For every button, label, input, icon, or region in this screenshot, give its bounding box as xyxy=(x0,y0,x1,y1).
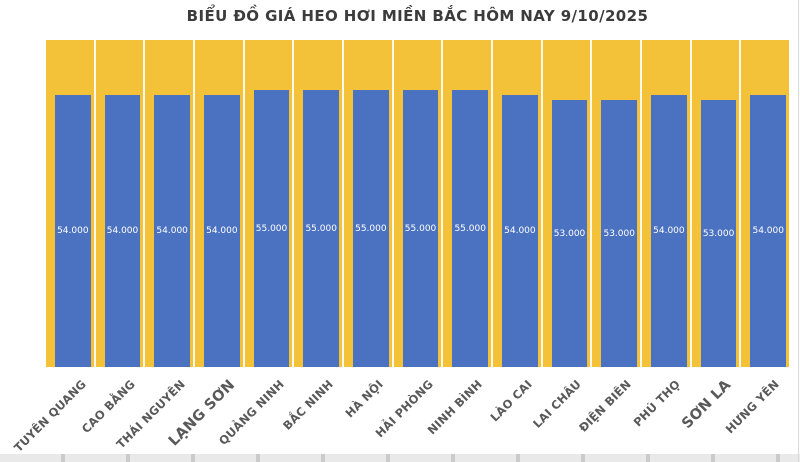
x-axis-label: PHÚ THỌ xyxy=(630,377,684,430)
category-column: 55.000 xyxy=(245,40,295,367)
chart-bar[interactable]: 55.000 xyxy=(353,90,389,367)
x-axis-label: SƠN LA xyxy=(678,377,735,433)
bar-value-label: 54.000 xyxy=(156,226,188,237)
plot-area[interactable]: 54.000 54.000 54.000 54.000 55.000 55.000 55.0… xyxy=(46,40,789,367)
chart-bar[interactable]: 54.000 xyxy=(154,95,191,367)
x-axis-label: NINH BÌNH xyxy=(424,377,485,438)
bar-value-label: 54.000 xyxy=(653,226,685,237)
bar-value-label: 55.000 xyxy=(355,223,387,234)
x-axis-label: BẮC NINH xyxy=(280,377,337,433)
category-column: 54.000 xyxy=(741,40,789,367)
x-axis-label: TUYÊN QUANG xyxy=(10,377,89,455)
x-axis-label: LAI CHÂU xyxy=(530,377,584,431)
category-column: 54.000 xyxy=(46,40,96,367)
chart-bar[interactable]: 55.000 xyxy=(253,90,290,367)
x-axis-label: ĐIỆN BIÊN xyxy=(575,377,634,435)
chart-bar[interactable]: 54.000 xyxy=(750,95,787,367)
chart-bar[interactable]: 55.000 xyxy=(452,90,489,367)
category-column: 55.000 xyxy=(394,40,444,367)
chart-bar[interactable]: 54.000 xyxy=(502,95,538,367)
x-axis-label: HẢI PHÒNG xyxy=(372,377,436,441)
chart-bar[interactable]: 54.000 xyxy=(651,95,687,367)
chart-bar[interactable]: 54.000 xyxy=(55,95,91,367)
chart-bar[interactable]: 54.000 xyxy=(204,95,240,367)
bar-value-label: 54.000 xyxy=(504,226,536,237)
chart-title[interactable]: BIỂU ĐỒ GIÁ HEO HƠI MIỀN BẮC HÔM NAY 9/1… xyxy=(186,7,649,25)
chart-bar[interactable]: 54.000 xyxy=(104,95,141,367)
bar-value-label: 53.000 xyxy=(603,228,635,239)
chart-bar[interactable]: 53.000 xyxy=(601,100,638,367)
category-column: 53.000 xyxy=(543,40,593,367)
x-axis-label: LÀO CAI xyxy=(487,377,535,425)
bar-value-label: 55.000 xyxy=(255,223,288,234)
category-column: 54.000 xyxy=(195,40,245,367)
x-axis-label: QUẢNG NINH xyxy=(215,377,287,448)
category-column: 54.000 xyxy=(642,40,692,367)
category-column: 53.000 xyxy=(692,40,742,367)
bar-value-label: 55.000 xyxy=(404,223,437,234)
category-column: 54.000 xyxy=(96,40,146,367)
bar-value-label: 54.000 xyxy=(752,226,784,237)
bar-value-label: 53.000 xyxy=(553,228,586,239)
window-right-edge xyxy=(798,0,799,462)
chart-bar[interactable]: 53.000 xyxy=(700,100,737,367)
category-column: 54.000 xyxy=(493,40,543,367)
spreadsheet-row-strip xyxy=(0,453,800,462)
bar-value-label: 53.000 xyxy=(702,228,735,239)
x-axis-label: LẠNG SƠN xyxy=(166,377,239,450)
bar-value-label: 55.000 xyxy=(305,223,337,234)
chart-bar[interactable]: 55.000 xyxy=(402,90,439,367)
bar-value-label: 54.000 xyxy=(57,226,89,237)
chart-bar[interactable]: 53.000 xyxy=(551,100,588,367)
chart-bar[interactable]: 55.000 xyxy=(303,90,340,367)
x-axis-label: HÀ NỘI xyxy=(342,377,386,421)
category-column: 53.000 xyxy=(592,40,643,367)
category-column: 54.000 xyxy=(145,40,196,367)
bar-value-label: 55.000 xyxy=(454,223,486,234)
category-column: 55.000 xyxy=(344,40,394,367)
x-axis-label: CAO BẰNG xyxy=(79,377,139,437)
x-axis-label: HƯNG YÊN xyxy=(722,377,783,437)
bar-value-label: 54.000 xyxy=(206,226,238,237)
category-column: 55.000 xyxy=(294,40,345,367)
category-column: 55.000 xyxy=(443,40,494,367)
x-axis-label: THÁI NGUYÊN xyxy=(113,377,188,452)
bar-value-label: 54.000 xyxy=(106,226,139,237)
